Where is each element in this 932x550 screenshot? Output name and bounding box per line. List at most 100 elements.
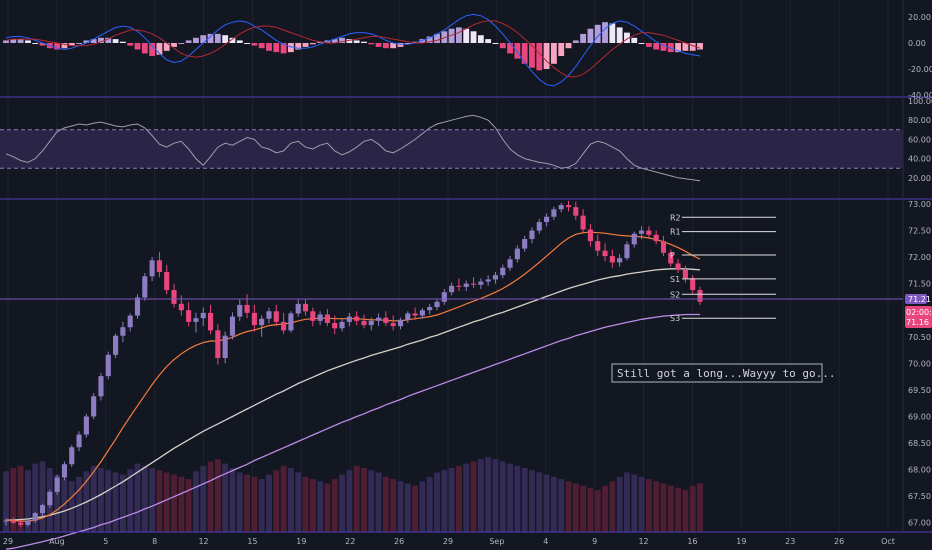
time-axis[interactable]: 29 Aug 5 8 12 15 19 22 26 29 Sep 4 9 12 16 19 23 26 Oct (3, 537, 895, 546)
volume-bar (134, 463, 141, 532)
candle-body (368, 320, 374, 326)
price-tick-label: 72.00 (908, 253, 931, 262)
candle-body (54, 477, 60, 492)
volume-bar (470, 461, 477, 532)
candle-body (631, 233, 637, 245)
time-tick-label: 26 (394, 537, 404, 546)
macd-histogram-bar (141, 43, 148, 54)
volume-bar (3, 471, 9, 532)
volume-bar (382, 476, 389, 532)
volume-bar (477, 459, 484, 532)
macd-histogram-bar (339, 37, 345, 43)
rsi-tick-label: 80.00 (908, 116, 931, 125)
macd-histogram-bar (200, 35, 207, 43)
price-tick-label: 70.00 (908, 359, 931, 368)
candle-body (171, 290, 177, 304)
volume-bar (295, 472, 302, 532)
candle-body (113, 335, 119, 355)
macd-histogram-bar (397, 43, 404, 47)
candle-body (639, 230, 645, 234)
macd-histogram-bar (609, 23, 616, 43)
candle-body (653, 234, 659, 242)
volume-bar (10, 468, 17, 532)
macd-histogram-bar (10, 39, 17, 43)
ema-line (5, 231, 701, 522)
rsi-line (5, 114, 701, 182)
candle-body (91, 396, 97, 417)
macd-histogram-bar (638, 43, 645, 44)
volume-bar (492, 459, 499, 532)
volume-bar (287, 468, 294, 532)
volume-bar (594, 490, 601, 532)
candle-body (69, 447, 75, 465)
macd-histogram-bar (309, 43, 316, 45)
candle-body (573, 207, 579, 216)
time-tick-label: 12 (198, 537, 208, 546)
volume-bar (24, 470, 31, 532)
time-tick-label: 9 (592, 537, 597, 546)
time-tick-label: 29 (3, 537, 13, 546)
rsi-tick-label: 20.00 (908, 174, 931, 183)
macd-histogram-bar (331, 39, 338, 43)
candle-body (215, 330, 221, 359)
volume-bar (119, 474, 126, 532)
candle-body (134, 297, 141, 316)
macd-histogram-bar (266, 43, 272, 51)
candle-body (354, 316, 360, 321)
candle-body (142, 276, 148, 298)
candle-body (259, 318, 265, 326)
candle-body (332, 322, 338, 329)
time-tick-label: Sep (489, 537, 504, 546)
sma-line (6, 268, 701, 521)
volume-bar (17, 465, 24, 532)
candle-body (470, 283, 477, 285)
candle-body (18, 522, 24, 525)
candle-body (690, 278, 696, 291)
volume-bar (550, 476, 557, 532)
volume-bar (331, 479, 338, 532)
candle-body (558, 205, 564, 210)
volume-bar (412, 485, 419, 532)
volume-bar (98, 468, 104, 532)
candle-body (383, 317, 389, 323)
macd-histogram-bar (580, 33, 587, 43)
macd-histogram-bar (149, 43, 156, 56)
macd-axis[interactable]: 20.00 0.00 -20.00 -40.00 (908, 13, 932, 100)
candle-body (522, 239, 528, 249)
volume-bar (390, 479, 397, 532)
candle-body (478, 281, 484, 285)
candle-body (449, 285, 455, 293)
macd-histogram-bar (521, 43, 528, 64)
pivot-label-r2: R2 (670, 213, 681, 222)
annotation-note[interactable]: Still got a long...Wayyy to go... (611, 363, 836, 383)
macd-histogram-bar (477, 35, 484, 43)
candle-body (25, 520, 31, 525)
volume-bar (163, 472, 170, 532)
macd-histogram-bar (616, 27, 623, 43)
time-tick-label: 15 (247, 537, 257, 546)
macd-histogram-bar (3, 40, 9, 43)
volume-bar (375, 472, 382, 532)
candle-body (595, 241, 601, 251)
macd-histogram-bar (382, 43, 389, 49)
rsi-panel (0, 114, 903, 182)
macd-histogram-bar (587, 28, 594, 43)
candle-body (463, 283, 469, 287)
volume-bar (185, 479, 192, 532)
volume-bar (149, 468, 156, 532)
candle-body (397, 319, 404, 327)
macd-histogram-bar (645, 43, 652, 47)
time-tick-label: 5 (103, 537, 108, 546)
macd-histogram-bar (112, 39, 119, 43)
candle-body (427, 307, 433, 311)
macd-histogram-bar (660, 43, 667, 51)
volume-bar (309, 479, 316, 532)
volume-bar (317, 481, 324, 532)
macd-histogram-bar (697, 43, 703, 50)
price-tick-label: 71.50 (908, 280, 931, 289)
volume-bar (697, 483, 703, 532)
rsi-axis[interactable]: 100.00 80.00 60.00 40.00 20.00 (908, 97, 932, 183)
candle-body (346, 316, 352, 322)
macd-histogram-bar (346, 39, 353, 43)
